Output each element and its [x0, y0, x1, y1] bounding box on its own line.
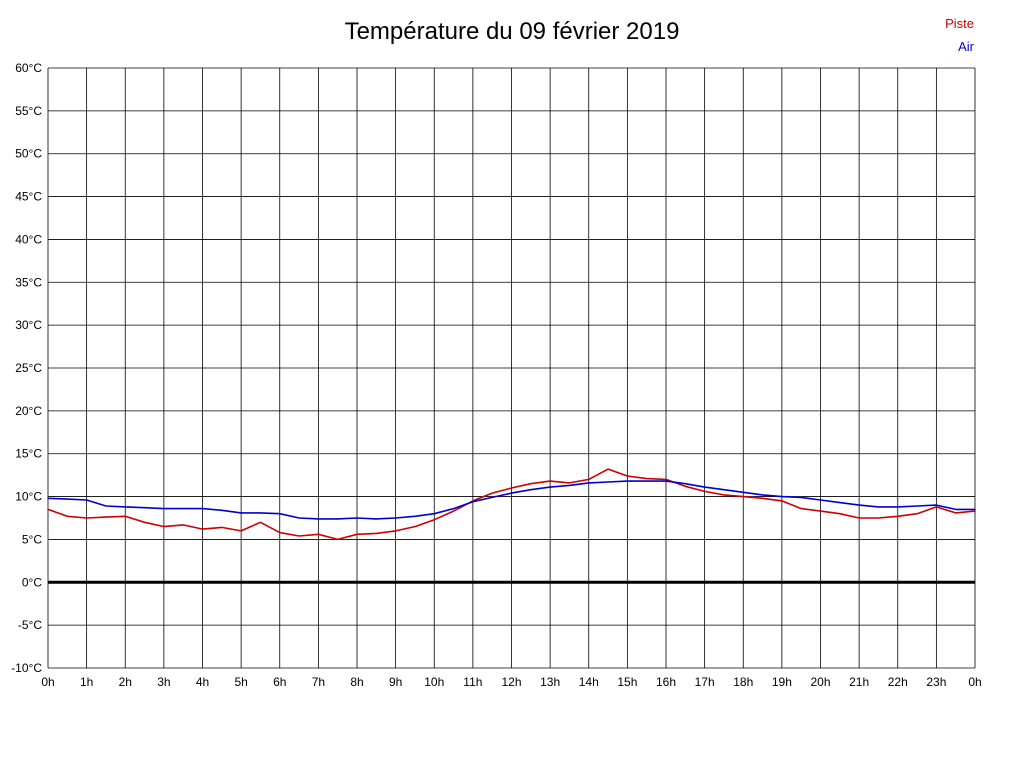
- y-tick-label: 5°C: [22, 532, 42, 546]
- x-tick-label: 9h: [389, 675, 402, 689]
- x-tick-label: 19h: [772, 675, 792, 689]
- x-tick-label: 23h: [926, 675, 946, 689]
- x-tick-label: 22h: [888, 675, 908, 689]
- y-tick-label: 15°C: [15, 447, 42, 461]
- y-tick-label: 35°C: [15, 275, 42, 289]
- x-tick-label: 4h: [196, 675, 209, 689]
- legend-item-air: Air: [958, 39, 974, 54]
- y-tick-label: -5°C: [18, 618, 42, 632]
- legend-item-piste: Piste: [945, 16, 974, 31]
- chart-legend: Piste Air: [945, 12, 974, 58]
- x-tick-label: 7h: [312, 675, 325, 689]
- x-tick-label: 8h: [350, 675, 363, 689]
- series-line-piste: [47, 468, 976, 541]
- x-tick-label: 3h: [157, 675, 170, 689]
- y-tick-label: 30°C: [15, 318, 42, 332]
- x-tick-label: 16h: [656, 675, 676, 689]
- y-tick-label: 60°C: [15, 61, 42, 75]
- y-tick-label: 40°C: [15, 232, 42, 246]
- y-tick-label: 45°C: [15, 190, 42, 204]
- y-tick-label: 25°C: [15, 361, 42, 375]
- x-tick-label: 20h: [810, 675, 830, 689]
- x-tick-label: 10h: [424, 675, 444, 689]
- x-tick-label: 14h: [579, 675, 599, 689]
- y-tick-label: 10°C: [15, 490, 42, 504]
- x-tick-label: 11h: [463, 675, 482, 689]
- x-tick-label: 5h: [234, 675, 247, 689]
- x-tick-label: 13h: [540, 675, 560, 689]
- series-line-air: [47, 480, 976, 520]
- y-tick-label: -10°C: [11, 661, 42, 675]
- y-tick-label: 20°C: [15, 404, 42, 418]
- x-tick-label: 15h: [617, 675, 637, 689]
- x-tick-label: 12h: [501, 675, 521, 689]
- y-tick-label: 0°C: [22, 575, 42, 589]
- x-tick-label: 1h: [80, 675, 93, 689]
- y-tick-label: 55°C: [15, 104, 42, 118]
- x-tick-label: 21h: [849, 675, 869, 689]
- y-tick-label: 50°C: [15, 147, 42, 161]
- x-tick-label: 17h: [695, 675, 715, 689]
- x-tick-label: 0h: [968, 675, 981, 689]
- x-tick-label: 6h: [273, 675, 286, 689]
- chart-title: Température du 09 février 2019: [344, 18, 680, 45]
- x-tick-label: 18h: [733, 675, 753, 689]
- x-tick-label: 0h: [41, 675, 54, 689]
- x-tick-label: 2h: [119, 675, 132, 689]
